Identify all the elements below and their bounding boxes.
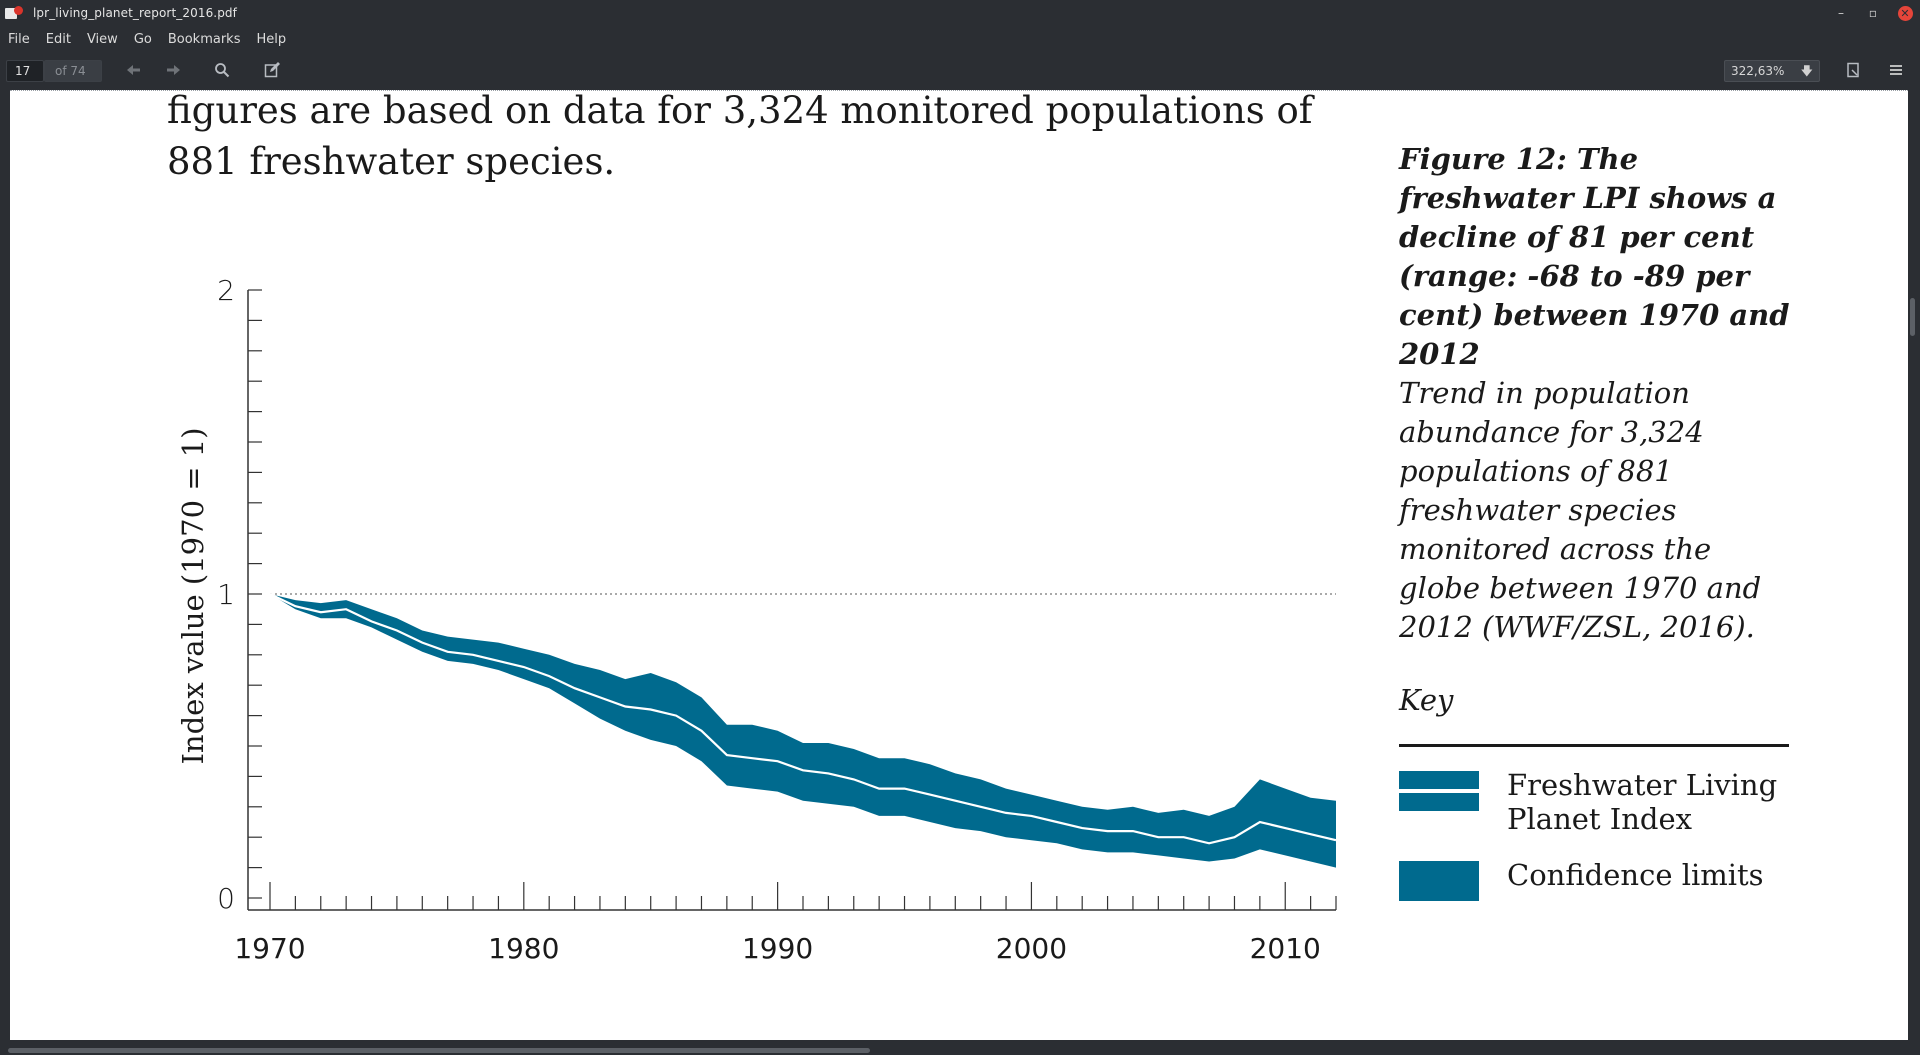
- page-number-input[interactable]: [6, 60, 44, 82]
- y-tick-label: 2: [217, 274, 235, 307]
- key-lpi-line: [1399, 789, 1479, 793]
- app-icon: [5, 6, 23, 20]
- annotate-button[interactable]: [262, 62, 282, 82]
- x-tick-label: 1990: [742, 932, 813, 965]
- vertical-scrollbar[interactable]: [1910, 298, 1915, 336]
- x-tick-label: 2000: [996, 932, 1067, 965]
- horizontal-scrollbar[interactable]: [8, 1048, 870, 1053]
- figure-caption: Figure 12: The freshwater LPI shows a de…: [1399, 140, 1799, 647]
- page-count-label: of 74: [44, 60, 102, 82]
- key-confidence-swatch: [1399, 861, 1479, 901]
- maximize-button[interactable]: ▫: [1868, 6, 1878, 20]
- key-lpi-label: Freshwater Living Planet Index: [1507, 768, 1778, 836]
- key-title: Key: [1399, 683, 1454, 717]
- minimize-button[interactable]: –: [1838, 6, 1844, 20]
- bookmark-button[interactable]: [1843, 62, 1863, 82]
- zoom-select[interactable]: 322,63% 🡇: [1724, 60, 1820, 82]
- body-text-line: figures are based on data for 3,324 moni…: [167, 90, 1313, 132]
- y-tick-label: 1: [217, 578, 235, 611]
- key-confidence-label: Confidence limits: [1507, 858, 1764, 892]
- prev-page-button[interactable]: [124, 62, 144, 82]
- close-icon: ✕: [1897, 5, 1913, 21]
- next-page-button[interactable]: [163, 62, 183, 82]
- hamburger-menu-button[interactable]: [1886, 62, 1906, 82]
- menu-help[interactable]: Help: [256, 31, 287, 47]
- freshwater-lpi-chart: 0 1 2 1970 1980 1990 2000 2010 Index value (1970…: [176, 274, 1337, 965]
- caption-title: Figure 12: The freshwater LPI shows a de…: [1399, 142, 1790, 371]
- bookmark-icon: [1847, 62, 1859, 78]
- pdf-page: figures are based on data for 3,324 moni…: [10, 90, 1908, 1040]
- menu-file[interactable]: File: [8, 31, 30, 47]
- y-axis-label: Index value (1970 = 1): [176, 427, 210, 764]
- menu-edit[interactable]: Edit: [45, 31, 71, 47]
- zoom-down-icon: 🡇: [1800, 64, 1813, 78]
- window-title: lpr_living_planet_report_2016.pdf: [33, 6, 237, 20]
- search-icon: [215, 63, 230, 78]
- body-text-line: 881 freshwater species.: [167, 140, 616, 183]
- horizontal-scrollbar-track: [0, 1045, 1920, 1055]
- menu-view[interactable]: View: [86, 31, 118, 47]
- prev-page-icon: [127, 65, 140, 75]
- zoom-value: 322,63%: [1731, 64, 1785, 78]
- x-tick-label: 1980: [488, 932, 559, 965]
- hamburger-menu-icon: [1890, 65, 1902, 75]
- document-viewport[interactable]: figures are based on data for 3,324 moni…: [0, 90, 1920, 1055]
- title-bar: lpr_living_planet_report_2016.pdf – ▫ ✕: [0, 0, 1920, 26]
- page-top-edge: [10, 90, 1908, 91]
- y-tick-label: 0: [217, 882, 235, 915]
- menu-bar: File Edit View Go Bookmarks Help: [0, 26, 1920, 52]
- key-divider: [1399, 744, 1789, 747]
- annotate-icon: [264, 62, 280, 78]
- lpi-line: [269, 593, 1337, 845]
- next-page-icon: [167, 65, 180, 75]
- x-tick-label: 2010: [1250, 932, 1321, 965]
- toolbar: of 74 322,63% 🡇: [0, 54, 1920, 88]
- search-button[interactable]: [212, 62, 232, 82]
- confidence-band: [270, 594, 1336, 868]
- caption-description: Trend in population abundance for 3,324 …: [1399, 376, 1762, 644]
- close-button[interactable]: ✕: [1896, 4, 1914, 22]
- x-tick-label: 1970: [234, 932, 305, 965]
- menu-go[interactable]: Go: [133, 31, 152, 47]
- menu-bookmarks[interactable]: Bookmarks: [167, 31, 241, 47]
